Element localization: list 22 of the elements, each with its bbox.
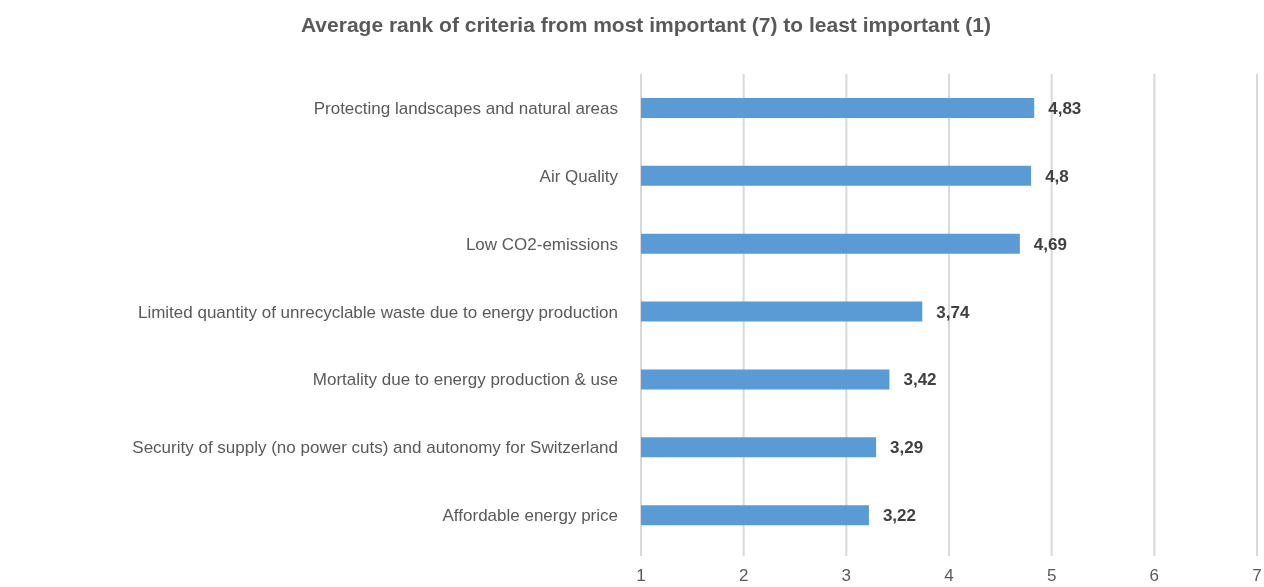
y-tick-label: Limited quantity of unrecyclable waste due to energy production bbox=[137, 302, 618, 322]
x-tick-label: 5 bbox=[1046, 566, 1057, 586]
y-tick-label: Security of supply (no power cuts) and autonomy for Switzerland bbox=[132, 438, 618, 458]
y-tick-label: Air Quality bbox=[539, 166, 619, 186]
data-label: 3,29 bbox=[890, 438, 924, 458]
x-tick-label: 4 bbox=[944, 566, 954, 586]
x-tick-label: 7 bbox=[1252, 566, 1262, 586]
y-tick-label: Affordable energy price bbox=[442, 506, 618, 526]
data-label: 4,69 bbox=[1033, 234, 1067, 254]
data-label: 3,74 bbox=[936, 302, 970, 322]
chart-title: Average rank of criteria from most important (7) to least important (1) bbox=[300, 12, 992, 38]
data-label: 3,22 bbox=[882, 506, 917, 526]
y-tick-label: Low CO2-emissions bbox=[465, 234, 618, 254]
data-label: 4,8 bbox=[1045, 166, 1069, 186]
y-tick-label: Protecting landscapes and natural areas bbox=[313, 98, 618, 118]
data-label: 3,42 bbox=[903, 370, 937, 390]
x-tick-label: 2 bbox=[738, 566, 749, 586]
x-tick-label: 1 bbox=[636, 566, 646, 586]
x-tick-label: 6 bbox=[1149, 566, 1160, 586]
x-tick-label: 3 bbox=[841, 566, 852, 586]
data-label: 4,83 bbox=[1048, 99, 1082, 119]
y-tick-label: Mortality due to energy production & use bbox=[312, 370, 618, 390]
